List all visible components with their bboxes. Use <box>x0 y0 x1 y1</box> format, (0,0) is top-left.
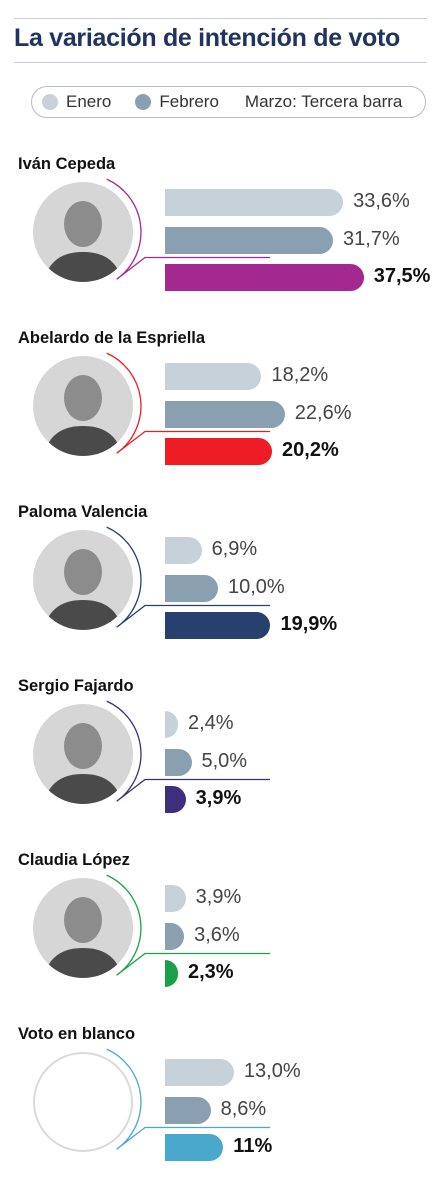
connector-ivan-cepeda <box>106 178 270 280</box>
candidate-name-claudia-lopez: Claudia López <box>18 851 130 869</box>
value-label-claudia-lopez-febrero: 3,6% <box>194 923 240 946</box>
bar-paloma-valencia-enero <box>165 537 202 564</box>
value-label-claudia-lopez-enero: 3,9% <box>195 886 242 908</box>
value-label-abelardo-de-la-espriella-marzo: 20,2% <box>282 439 339 461</box>
bar-paloma-valencia-marzo <box>165 612 271 639</box>
candidate-photo-sergio-fajardo <box>33 704 133 804</box>
bar-sergio-fajardo-febrero <box>165 748 192 776</box>
value-label-sergio-fajardo-febrero: 5,0% <box>201 749 248 772</box>
bar-ivan-cepeda-enero <box>165 189 344 216</box>
person-silhouette <box>43 723 123 804</box>
connector-voto-en-blanco <box>106 1048 270 1150</box>
connector-claudia-lopez <box>106 874 270 976</box>
bar-voto-en-blanco-enero <box>165 1059 234 1086</box>
blank-circle <box>33 1052 133 1152</box>
connector-paloma-valencia <box>106 526 270 628</box>
connector-abelardo-de-la-espriella <box>106 352 270 454</box>
candidate-name-abelardo-de-la-espriella: Abelardo de la Espriella <box>18 329 206 347</box>
value-label-claudia-lopez-marzo: 2,3% <box>188 961 234 983</box>
person-silhouette <box>43 375 123 456</box>
candidate-name-paloma-valencia: Paloma Valencia <box>18 503 148 521</box>
legend-item-enero: Enero <box>32 92 111 112</box>
value-label-paloma-valencia-marzo: 19,9% <box>280 613 338 635</box>
legend-swatch-enero <box>42 94 58 110</box>
candidate-photo-abelardo-de-la-espriella <box>33 356 133 456</box>
candidate-name-ivan-cepeda: Iván Cepeda <box>18 155 116 173</box>
value-label-voto-en-blanco-marzo: 11% <box>233 1135 273 1157</box>
value-label-sergio-fajardo-marzo: 3,9% <box>195 787 242 809</box>
bar-claudia-lopez-febrero <box>165 922 185 950</box>
legend-item-febrero: Febrero <box>125 92 219 112</box>
bar-ivan-cepeda-marzo <box>165 264 364 291</box>
bar-sergio-fajardo-marzo <box>165 786 186 813</box>
person-silhouette <box>43 549 123 630</box>
person-silhouette <box>43 897 123 978</box>
candidate-photo-claudia-lopez <box>33 878 133 978</box>
value-label-sergio-fajardo-enero: 2,4% <box>188 712 234 734</box>
legend-label-marzo: Marzo: Tercera barra <box>244 92 403 111</box>
value-label-ivan-cepeda-marzo: 37,5% <box>373 265 431 287</box>
value-label-abelardo-de-la-espriella-febrero: 22,6% <box>294 401 352 424</box>
bar-abelardo-de-la-espriella-febrero <box>165 400 285 428</box>
bar-paloma-valencia-febrero <box>165 574 218 602</box>
legend-label-febrero: Febrero <box>159 92 219 111</box>
value-label-abelardo-de-la-espriella-enero: 18,2% <box>271 364 329 386</box>
candidate-name-sergio-fajardo: Sergio Fajardo <box>18 677 134 695</box>
title-top-rule <box>14 18 427 19</box>
value-label-paloma-valencia-enero: 6,9% <box>211 538 258 560</box>
bar-voto-en-blanco-marzo <box>165 1134 224 1161</box>
person-silhouette <box>43 201 123 282</box>
title-bottom-rule <box>14 62 427 63</box>
bar-claudia-lopez-enero <box>165 885 186 912</box>
connector-sergio-fajardo <box>106 700 270 802</box>
candidate-name-voto-en-blanco: Voto en blanco <box>18 1025 136 1043</box>
value-label-voto-en-blanco-enero: 13,0% <box>243 1060 301 1082</box>
candidate-photo-ivan-cepeda <box>33 182 133 282</box>
value-label-ivan-cepeda-enero: 33,6% <box>353 190 410 212</box>
bar-claudia-lopez-marzo <box>165 960 178 987</box>
bar-voto-en-blanco-febrero <box>165 1096 211 1124</box>
bar-ivan-cepeda-febrero <box>165 226 333 254</box>
value-label-paloma-valencia-febrero: 10,0% <box>228 575 285 598</box>
legend: Enero Febrero Marzo: Tercera barra <box>31 86 426 118</box>
chart-title: La variación de intención de voto <box>14 24 401 52</box>
bar-sergio-fajardo-enero <box>165 711 178 738</box>
value-label-voto-en-blanco-febrero: 8,6% <box>220 1097 267 1120</box>
bar-abelardo-de-la-espriella-enero <box>165 363 262 390</box>
legend-swatch-febrero <box>135 94 152 110</box>
legend-label-enero: Enero <box>66 92 112 111</box>
value-label-ivan-cepeda-febrero: 31,7% <box>343 227 400 250</box>
candidate-photo-paloma-valencia <box>33 530 133 630</box>
bar-abelardo-de-la-espriella-marzo <box>165 438 273 465</box>
